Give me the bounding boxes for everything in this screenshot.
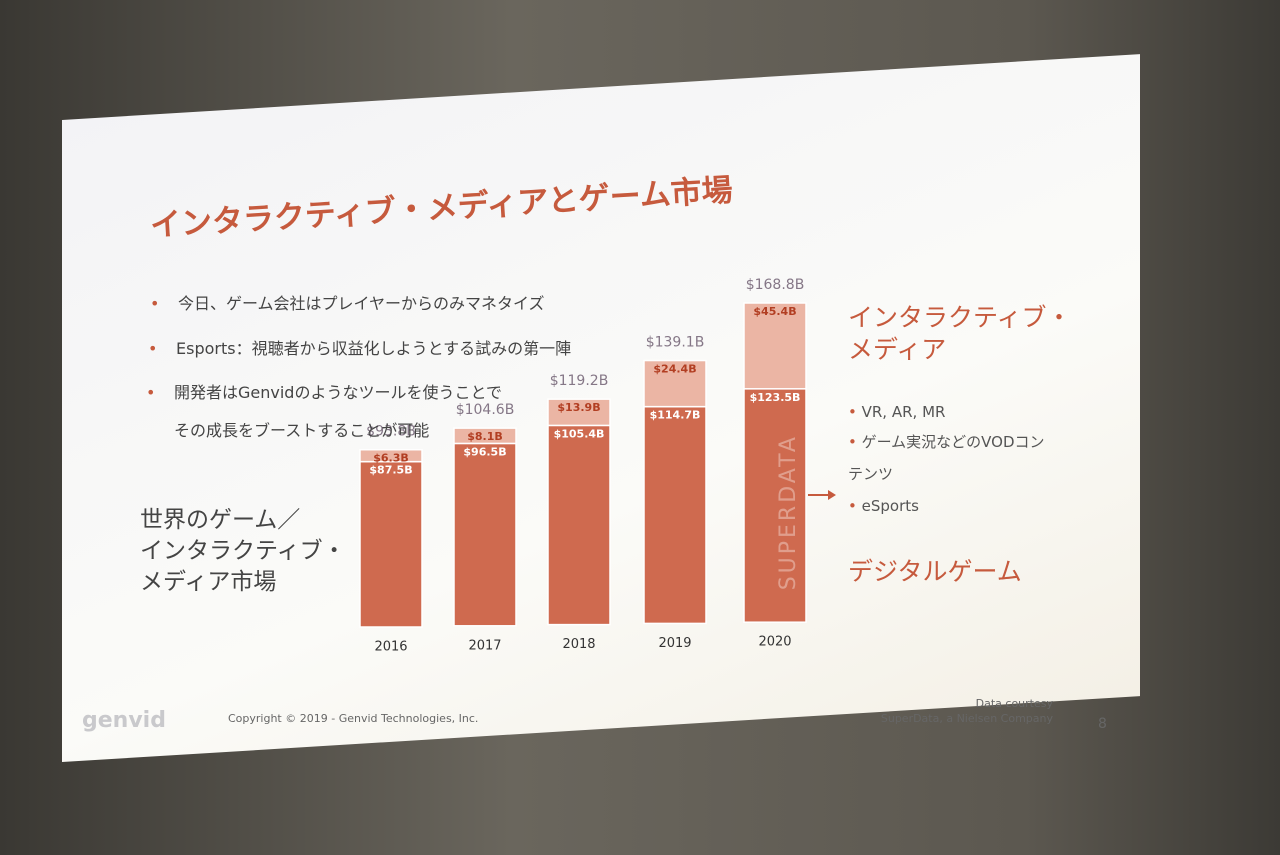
bar-segment: [453, 442, 517, 627]
value-label: $8.1B: [467, 430, 503, 443]
watermark: SUPERDATA: [776, 434, 801, 590]
sub-bullet: VR, AR, MR: [848, 396, 946, 428]
bar-segment: [359, 460, 423, 628]
copyright: Copyright © 2019 - Genvid Technologies, …: [228, 712, 479, 725]
market-label-line: メディア市場: [140, 569, 277, 595]
bullet: 今日、ゲーム会社はプレイヤーからのみマネタイズ: [178, 285, 545, 323]
credit: SuperData, a Nielsen Company: [880, 712, 1053, 725]
market-label: 世界のゲーム／ インタラクティブ・ メディア市場: [140, 505, 346, 598]
sub-bullet-line: VR, AR, MR: [848, 396, 946, 428]
value-label: $96.5B: [463, 445, 506, 458]
market-label-line: インタラクティブ・: [140, 538, 346, 564]
total-label: $119.2B: [550, 373, 609, 389]
bar-segment: [453, 427, 517, 445]
sub-bullet: eSports: [848, 490, 919, 522]
value-label: $87.5B: [369, 464, 412, 477]
bullet: Esports：視聴者から収益化しようとする試みの第一陣: [176, 330, 571, 368]
bullet-line: Esports：視聴者から収益化しようとする試みの第一陣: [176, 330, 571, 368]
credit: Data courtesy: [975, 697, 1053, 710]
x-tick-label: 2018: [562, 637, 595, 652]
x-tick-label: 2016: [374, 640, 407, 655]
total-label: $168.8B: [746, 277, 805, 293]
series-label: デジタルゲーム: [848, 557, 1022, 586]
series-label: インタラクティブ・メディア: [848, 303, 1072, 364]
value-label: $45.4B: [753, 305, 796, 318]
value-label: $24.4B: [653, 363, 696, 376]
bar-segment: [547, 424, 611, 626]
bullet-line: 開発者はGenvidのようなツールを使うことで: [174, 374, 502, 412]
sub-bullet-line: eSports: [848, 490, 919, 522]
sub-bullet-line: ゲーム実況などのVODコン: [848, 426, 1045, 458]
total-label: $139.1B: [646, 335, 705, 351]
value-label: $13.9B: [557, 401, 600, 414]
value-label: $6.3B: [373, 452, 409, 465]
bar-segment: [643, 359, 707, 408]
value-label: $114.7B: [650, 409, 701, 422]
arrow-head: [828, 490, 836, 500]
total-label: $93.8B: [366, 424, 416, 440]
market-label-line: 世界のゲーム／: [140, 507, 301, 533]
logo: genvid: [82, 708, 166, 733]
value-label: $123.5B: [750, 391, 801, 404]
page-number: 8: [1098, 716, 1107, 732]
bar-segment: [743, 388, 807, 623]
bar-segment: [359, 448, 423, 463]
x-tick-label: 2019: [658, 636, 691, 651]
bar-segment: [743, 302, 807, 390]
bar-segment: [547, 398, 611, 427]
bullet-line: 今日、ゲーム会社はプレイヤーからのみマネタイズ: [178, 285, 545, 323]
bullet-line: その成長をブーストすることが可能: [174, 421, 430, 440]
value-label: $105.4B: [554, 427, 605, 440]
bar-segment: [643, 405, 707, 625]
x-tick-label: 2020: [758, 635, 791, 650]
sub-bullet-line: テンツ: [848, 465, 894, 483]
x-tick-label: 2017: [468, 638, 501, 653]
